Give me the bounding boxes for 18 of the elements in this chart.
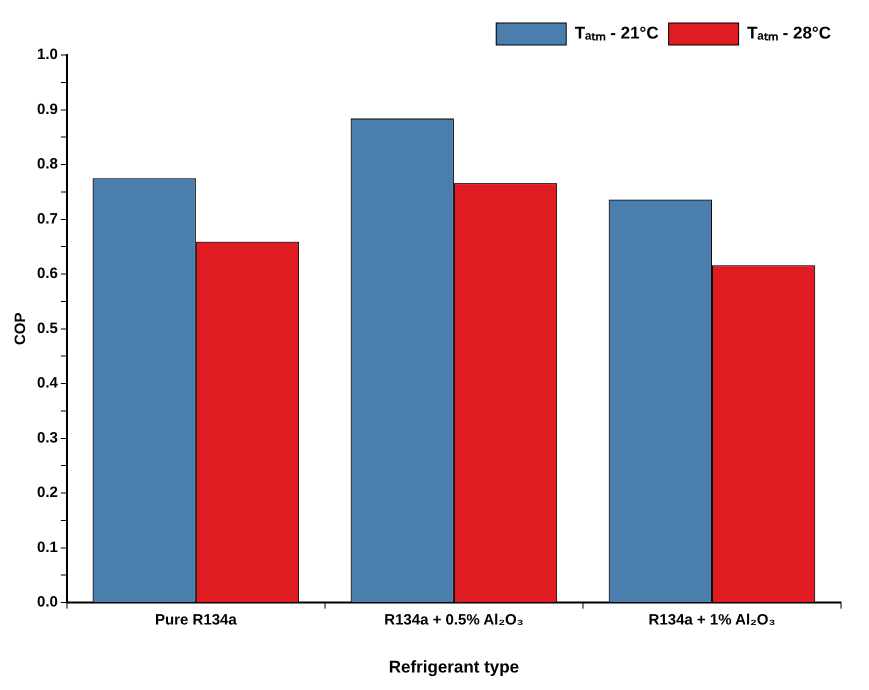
y-tick-label: 0.4 (36, 374, 58, 392)
y-tick-label: 0.7 (36, 210, 58, 228)
legend-label: Tₐₜₘ - 21°C (574, 24, 659, 43)
y-tick-label: 0.0 (36, 594, 58, 611)
y-tick-label: 1.0 (36, 46, 58, 64)
y-tick-label: 0.2 (36, 484, 58, 502)
y-tick-label: 0.1 (36, 538, 58, 556)
x-tick-label: R134a + 0.5% Al₂O₃ (384, 612, 524, 629)
x-axis-title: Refrigerant type (388, 657, 520, 676)
x-tick-label: R134a + 1% Al₂O₃ (648, 612, 776, 629)
y-tick-label: 0.3 (36, 429, 58, 446)
y-tick-label: 0.6 (36, 265, 58, 282)
x-tick-label: Pure R134a (155, 612, 238, 629)
y-tick-label: 0.8 (36, 156, 58, 173)
y-axis-title: COP (12, 312, 30, 346)
y-tick-label: 0.9 (36, 100, 58, 118)
legend-label: Tₐₜₘ - 28°C (747, 24, 832, 43)
y-tick-label: 0.5 (36, 320, 58, 337)
